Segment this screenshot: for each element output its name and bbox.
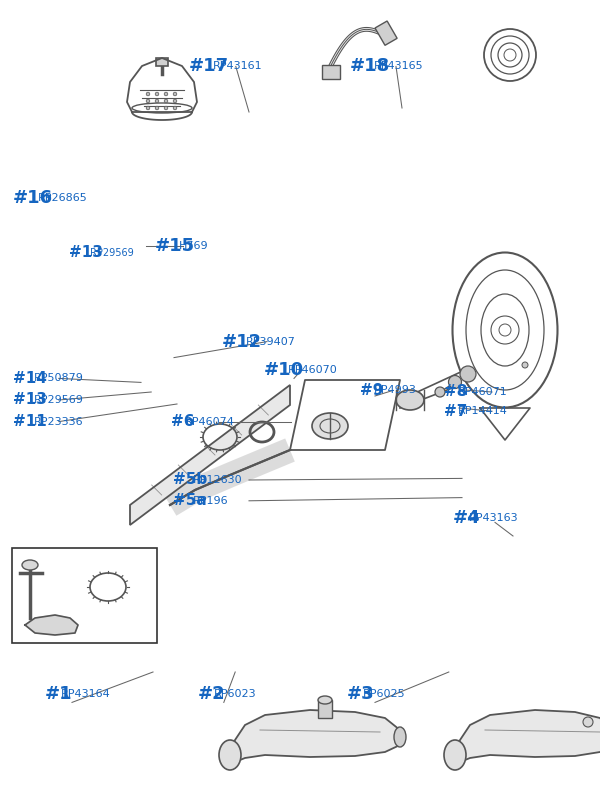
Text: RP43163: RP43163: [469, 513, 519, 522]
Text: #2: #2: [198, 686, 226, 703]
Text: #8: #8: [444, 385, 467, 399]
Circle shape: [173, 106, 177, 110]
Text: RP43164: RP43164: [61, 690, 111, 699]
Text: #6: #6: [171, 414, 194, 429]
Ellipse shape: [318, 696, 332, 704]
Text: RP4993: RP4993: [374, 386, 416, 395]
Text: #9: #9: [360, 383, 383, 398]
Text: #14: #14: [13, 371, 47, 386]
Text: RP29569: RP29569: [34, 395, 83, 405]
Text: #12: #12: [222, 333, 262, 350]
Text: #3: #3: [347, 686, 374, 703]
Text: RP50879: RP50879: [34, 374, 83, 383]
Circle shape: [435, 387, 445, 397]
Circle shape: [155, 99, 159, 103]
Circle shape: [460, 366, 476, 382]
Circle shape: [155, 106, 159, 110]
Text: RP12630: RP12630: [193, 475, 243, 485]
Text: #11: #11: [13, 414, 47, 429]
Text: RP29569: RP29569: [91, 248, 134, 258]
Bar: [156, 58, 168, 66]
Polygon shape: [130, 385, 290, 525]
Text: RP43161: RP43161: [213, 62, 263, 71]
Text: #5a: #5a: [173, 494, 206, 508]
Text: RP43165: RP43165: [374, 62, 424, 71]
Bar: [322, 65, 340, 79]
Text: #17: #17: [189, 58, 229, 75]
Text: #4: #4: [453, 509, 481, 526]
Circle shape: [164, 92, 168, 96]
Circle shape: [146, 92, 150, 96]
Text: #1: #1: [45, 686, 73, 703]
Text: #16: #16: [13, 190, 53, 207]
Circle shape: [146, 99, 150, 103]
Circle shape: [522, 362, 528, 368]
Circle shape: [164, 99, 168, 103]
Text: RP46070: RP46070: [288, 366, 338, 375]
Text: #13: #13: [13, 393, 47, 407]
Circle shape: [155, 92, 159, 96]
Text: RP46071: RP46071: [458, 387, 508, 397]
Text: H769: H769: [179, 241, 209, 250]
Text: RP23336: RP23336: [34, 417, 83, 426]
Ellipse shape: [394, 727, 406, 747]
Bar: [375, 21, 397, 46]
Text: RP46074: RP46074: [185, 417, 235, 426]
Text: RP196: RP196: [193, 496, 229, 506]
Ellipse shape: [312, 413, 348, 439]
Circle shape: [583, 717, 593, 727]
Polygon shape: [230, 710, 400, 762]
Ellipse shape: [219, 740, 241, 770]
Ellipse shape: [444, 740, 466, 770]
Text: #7: #7: [444, 404, 467, 418]
Circle shape: [173, 99, 177, 103]
Text: RP6023: RP6023: [214, 690, 257, 699]
Circle shape: [449, 375, 461, 389]
Ellipse shape: [22, 560, 38, 570]
Text: RP26865: RP26865: [37, 194, 87, 203]
Text: RP39407: RP39407: [246, 337, 296, 346]
Circle shape: [173, 92, 177, 96]
Ellipse shape: [396, 390, 424, 410]
Polygon shape: [25, 615, 78, 635]
Text: #5b: #5b: [173, 473, 207, 487]
Text: RP14414: RP14414: [458, 406, 508, 416]
Circle shape: [164, 106, 168, 110]
Circle shape: [146, 106, 150, 110]
Text: RP6025: RP6025: [363, 690, 406, 699]
Text: #10: #10: [264, 362, 304, 379]
Polygon shape: [455, 710, 600, 762]
Bar: [318, 700, 332, 718]
Bar: [12, 548, 157, 643]
Text: #15: #15: [155, 237, 195, 254]
Text: #18: #18: [350, 58, 390, 75]
Text: #13: #13: [69, 246, 103, 260]
